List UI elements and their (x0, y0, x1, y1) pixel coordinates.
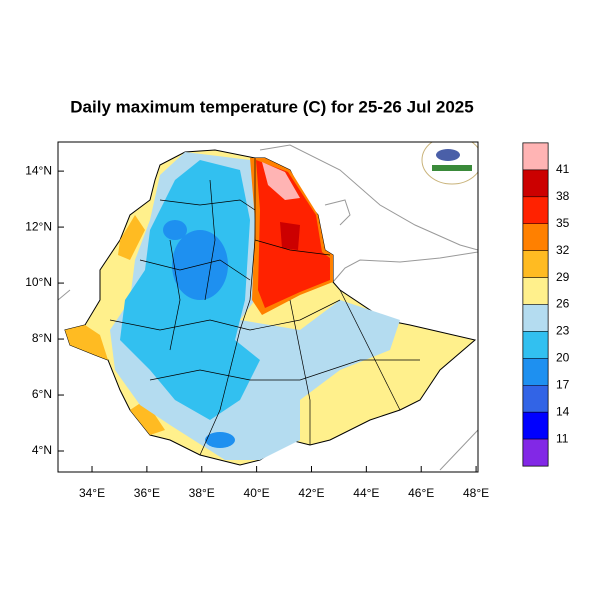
colorbar-box (522, 142, 549, 171)
x-tick-label: 40°E (244, 486, 270, 500)
map-title: Daily maximum temperature (C) for 25-26 … (70, 97, 473, 116)
colorbar-label: 14 (556, 404, 570, 418)
colorbar-label: 41 (556, 162, 570, 176)
y-tick-label: 8°N (32, 331, 52, 345)
plot-frame (57, 141, 479, 473)
colorbar-label: 32 (556, 243, 570, 257)
colorbar-box (522, 223, 549, 251)
warm-zone (130, 400, 165, 435)
colorbar-label: 26 (556, 297, 570, 311)
y-tick-label: 10°N (25, 275, 52, 289)
colorbar-box (522, 438, 549, 467)
cool-zone (343, 321, 387, 349)
y-tick-label: 12°N (25, 219, 52, 233)
neighbour-borders (58, 144, 478, 471)
logo (421, 142, 478, 185)
map-area (58, 142, 478, 471)
colorbar-box (522, 358, 549, 386)
extreme-zone (262, 162, 300, 200)
x-tick-label: 34°E (79, 486, 105, 500)
colorbar-box (522, 385, 549, 413)
colorbar-label: 23 (556, 324, 570, 338)
colorbar-box (522, 331, 549, 359)
y-tick-label: 4°N (32, 443, 52, 457)
x-tick-label: 38°E (189, 486, 215, 500)
x-tick-label: 42°E (298, 486, 324, 500)
x-tick-label: 44°E (353, 486, 379, 500)
colorbar-label: 38 (556, 189, 570, 203)
hottest-zone (280, 222, 300, 250)
warm-zone (65, 325, 108, 360)
colorbar-box (522, 196, 549, 224)
coolest-zone (163, 220, 187, 240)
y-tick-label: 14°N (25, 163, 52, 177)
colorbar-label: 17 (556, 377, 570, 391)
colorbar-label: 29 (556, 270, 570, 284)
colorbar-label: 35 (556, 216, 570, 230)
region-borders (109, 158, 420, 456)
colorbar-box (522, 169, 549, 198)
colorbar-box (522, 411, 549, 440)
y-tick-label: 6°N (32, 387, 52, 401)
colorbar-label: 20 (556, 351, 570, 365)
colorbar-box (522, 250, 549, 278)
colorbar-label: 11 (556, 431, 569, 445)
colorbar-box (522, 304, 549, 332)
warm-zone (118, 215, 145, 260)
x-tick-label: 36°E (134, 486, 160, 500)
coolest-zone (205, 432, 235, 448)
x-tick-label: 46°E (408, 486, 434, 500)
x-tick-label: 48°E (463, 486, 489, 500)
colorbar-box (522, 277, 549, 305)
